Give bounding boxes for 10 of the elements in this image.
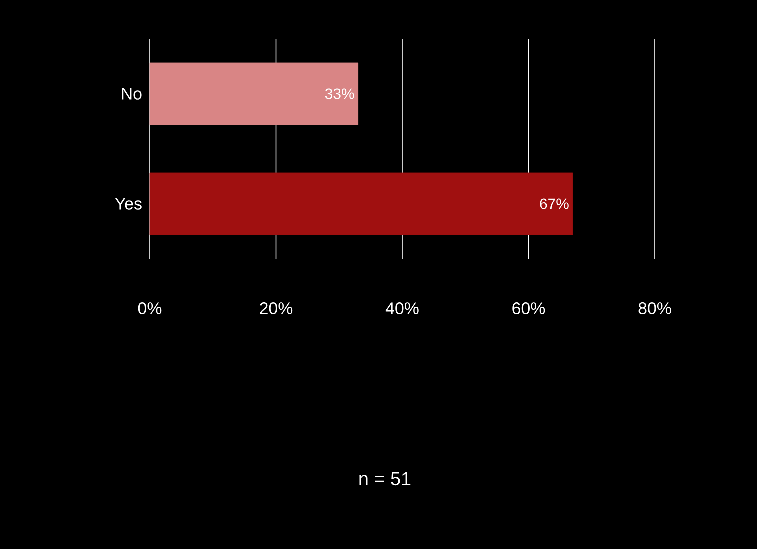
x-tick-label: 40% xyxy=(386,302,419,315)
y-tick-label: No xyxy=(122,88,142,100)
data-label: 67% xyxy=(540,198,569,210)
text: n = 51 xyxy=(360,472,411,486)
x-tick-label: 60% xyxy=(512,302,546,315)
y-tick-label: Yes xyxy=(115,198,142,210)
data-label: 33% xyxy=(325,88,354,100)
x-tick-label: 80% xyxy=(638,302,672,315)
x-tick-label: 20% xyxy=(260,302,293,315)
x-tick-label: 0% xyxy=(138,302,162,315)
